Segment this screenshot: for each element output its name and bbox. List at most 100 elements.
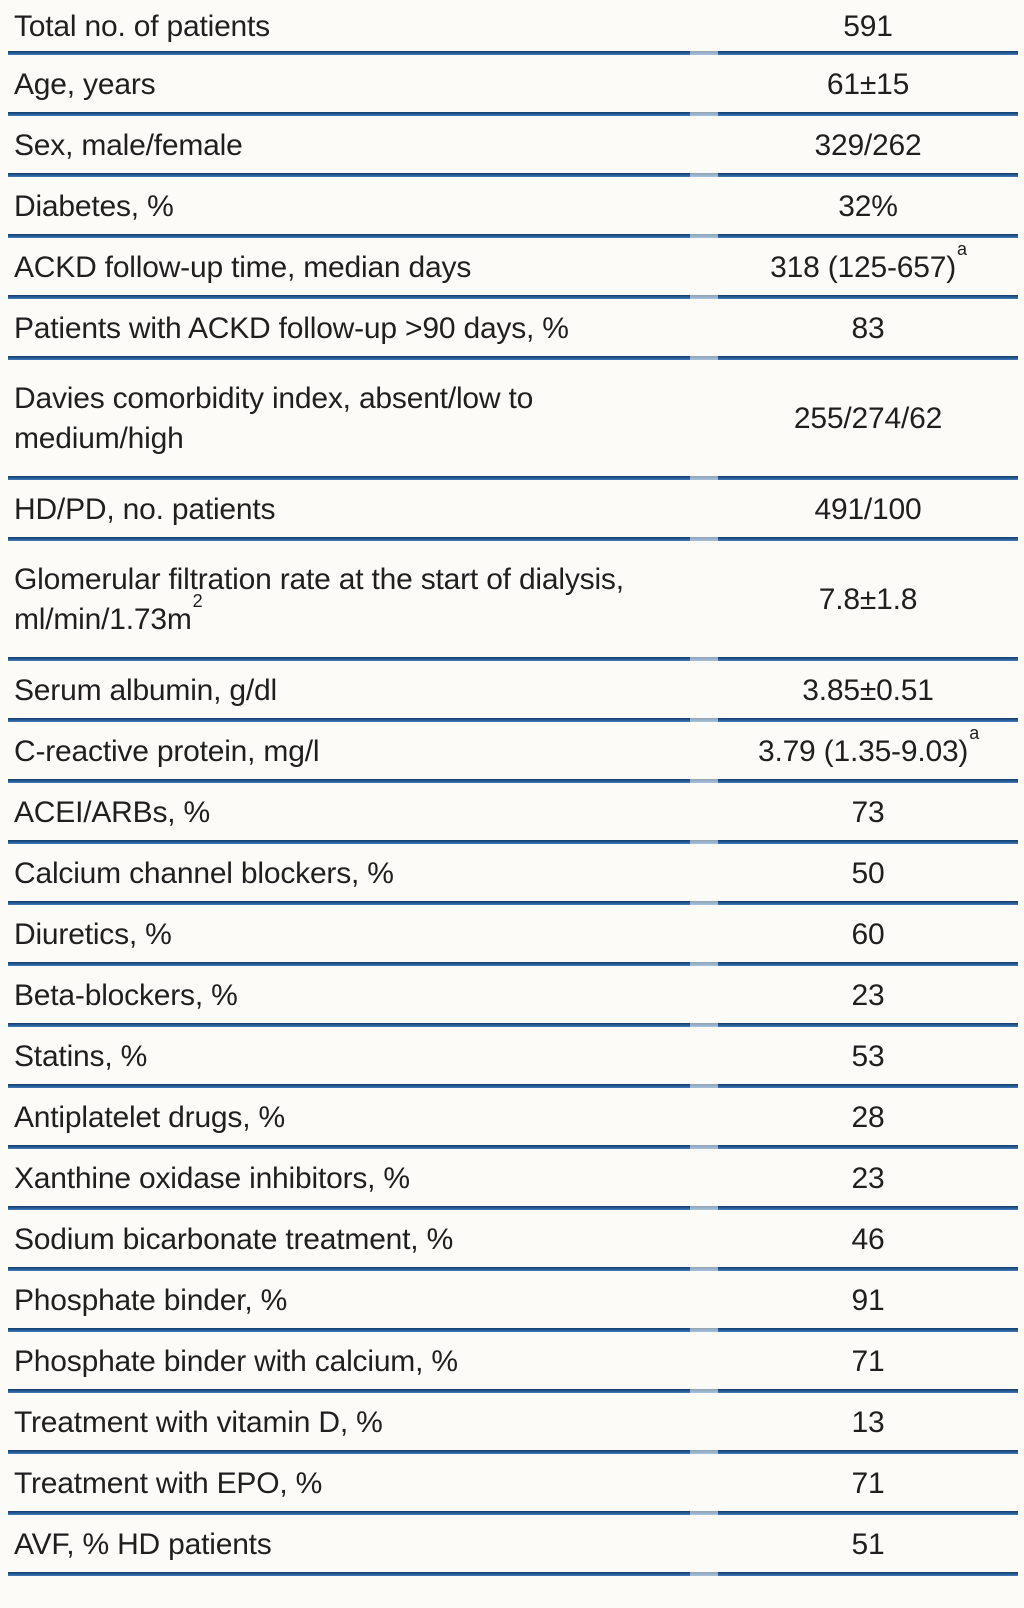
row-value: 91 [716, 1277, 1024, 1327]
table-row: Calcium channel blockers, % 50 [0, 844, 1024, 905]
row-label-text: Calcium channel blockers, % [14, 856, 394, 890]
table-row: Beta-blockers, % 23 [0, 966, 1024, 1027]
row-divider-rule [8, 1023, 1018, 1027]
row-label: Treatment with vitamin D, % [0, 1399, 690, 1449]
row-value-text: 60 [851, 917, 885, 951]
row-label: Total no. of patients [0, 3, 690, 53]
row-value-text: 13 [851, 1405, 885, 1439]
row-label: Statins, % [0, 1033, 690, 1083]
row-value: 71 [716, 1338, 1024, 1388]
row-value: 318 (125-657)a [716, 240, 1024, 294]
table-row: Sex, male/female 329/262 [0, 116, 1024, 177]
row-divider-rule [8, 718, 1018, 722]
row-divider-rule [8, 1084, 1018, 1088]
row-divider-rule [8, 1267, 1018, 1271]
row-label-text: Age, years [14, 67, 156, 101]
row-divider-rule [8, 840, 1018, 844]
row-value-text: 591 [843, 9, 893, 43]
row-value-text: 50 [851, 856, 885, 890]
row-value-text: 28 [851, 1100, 885, 1134]
table-row: Phosphate binder with calcium, % 71 [0, 1332, 1024, 1393]
row-label: Calcium channel blockers, % [0, 850, 690, 900]
row-label-text: Antiplatelet drugs, % [14, 1100, 285, 1134]
row-label: Sex, male/female [0, 122, 690, 172]
table-row: Sodium bicarbonate treatment, % 46 [0, 1210, 1024, 1271]
value-superscript: a [969, 722, 980, 743]
value-superscript: a [957, 238, 967, 259]
row-value-text: 255/274/62 [793, 402, 943, 435]
row-label-text: Davies comorbidity index, absent/low to … [14, 382, 534, 455]
row-label: Phosphate binder, % [0, 1277, 690, 1327]
row-value-text: 32% [838, 189, 898, 223]
row-value: 3.79 (1.35-9.03)a [716, 724, 1024, 778]
row-label-text: Phosphate binder with calcium, % [14, 1344, 458, 1378]
row-label-text: HD/PD, no. patients [14, 492, 276, 526]
row-label: HD/PD, no. patients [0, 486, 690, 536]
row-label: Sodium bicarbonate treatment, % [0, 1216, 690, 1266]
row-label: Phosphate binder with calcium, % [0, 1338, 690, 1388]
row-label-text: Sex, male/female [14, 128, 243, 162]
row-value-text: 83 [851, 311, 885, 345]
row-value: 23 [716, 1155, 1024, 1205]
table-row: C-reactive protein, mg/l 3.79 (1.35-9.03… [0, 722, 1024, 783]
row-divider-rule [8, 962, 1018, 966]
row-label: Diuretics, % [0, 911, 690, 961]
row-value: 591 [716, 3, 1024, 53]
row-label-text: Beta-blockers, % [14, 978, 238, 1012]
table-row: ACKD follow-up time, median days 318 (12… [0, 238, 1024, 299]
row-label: Treatment with EPO, % [0, 1460, 690, 1510]
row-value-text: 3.79 (1.35-9.03) [757, 734, 969, 768]
row-value: 491/100 [716, 486, 1024, 536]
table-row: Xanthine oxidase inhibitors, % 23 [0, 1149, 1024, 1210]
row-value-text: 61±15 [826, 67, 910, 101]
row-value: 255/274/62 [716, 395, 1024, 445]
row-value: 329/262 [716, 122, 1024, 172]
label-superscript: 2 [192, 591, 203, 611]
row-label-text: Treatment with vitamin D, % [14, 1405, 383, 1439]
row-label-text: Diabetes, % [14, 189, 174, 223]
row-divider-rule [8, 537, 1018, 541]
row-divider-rule [8, 779, 1018, 783]
row-value: 7.8±1.8 [716, 576, 1024, 626]
row-value-text: 51 [851, 1527, 885, 1561]
row-value: 13 [716, 1399, 1024, 1449]
row-label-text: Serum albumin, g/dl [14, 673, 277, 707]
row-divider-rule [8, 1450, 1018, 1454]
row-divider-rule [8, 1328, 1018, 1332]
row-label: Glomerular filtration rate at the start … [0, 556, 690, 646]
table-row: AVF, % HD patients 51 [0, 1515, 1024, 1576]
row-label-text: Glomerular filtration rate at the start … [14, 563, 624, 636]
row-label: C-reactive protein, mg/l [0, 728, 690, 778]
table-row: ACEI/ARBs, % 73 [0, 783, 1024, 844]
row-label-text: Phosphate binder, % [14, 1283, 288, 1317]
row-divider-rule [8, 1511, 1018, 1515]
bottom-margin [0, 1576, 1024, 1604]
table-row: Patients with ACKD follow-up >90 days, %… [0, 299, 1024, 360]
row-value-text: 46 [851, 1222, 885, 1256]
row-divider-rule [8, 901, 1018, 905]
row-divider-rule [8, 1572, 1018, 1576]
row-value-text: 23 [851, 978, 885, 1012]
row-divider-rule [8, 1206, 1018, 1210]
row-value: 28 [716, 1094, 1024, 1144]
row-label-text: Treatment with EPO, % [14, 1466, 323, 1500]
table-row: Age, years 61±15 [0, 55, 1024, 116]
row-label: Serum albumin, g/dl [0, 667, 690, 717]
row-label-text: Xanthine oxidase inhibitors, % [14, 1161, 410, 1195]
row-value: 83 [716, 305, 1024, 355]
row-label: Diabetes, % [0, 183, 690, 233]
row-value: 60 [716, 911, 1024, 961]
row-label-text: Statins, % [14, 1039, 148, 1073]
row-value-text: 73 [851, 795, 885, 829]
row-label-text: Diuretics, % [14, 917, 172, 951]
row-value: 46 [716, 1216, 1024, 1266]
row-label: Antiplatelet drugs, % [0, 1094, 690, 1144]
table-row: Phosphate binder, % 91 [0, 1271, 1024, 1332]
table-row: Diabetes, % 32% [0, 177, 1024, 238]
table-row: Davies comorbidity index, absent/low to … [0, 360, 1024, 480]
row-divider-rule [8, 234, 1018, 238]
row-value-text: 491/100 [814, 492, 922, 526]
row-label: AVF, % HD patients [0, 1521, 690, 1571]
